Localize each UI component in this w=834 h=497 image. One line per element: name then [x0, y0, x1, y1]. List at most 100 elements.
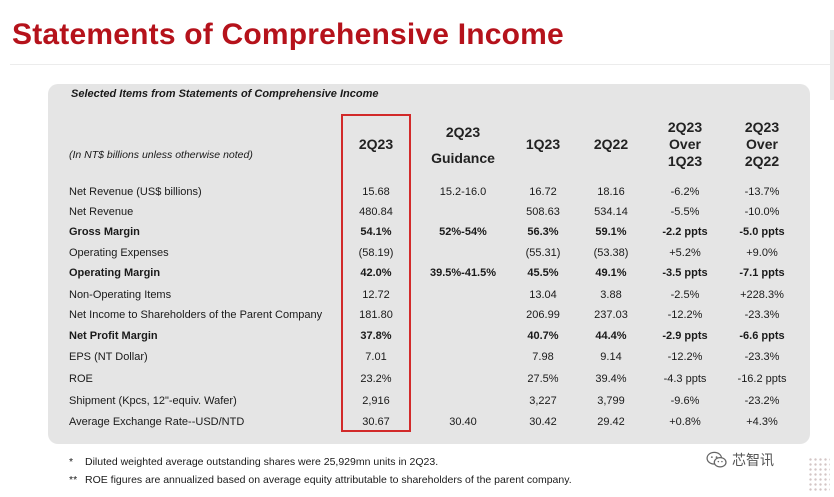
cell-over-2q22: -16.2 ppts	[737, 373, 787, 385]
cell-over-1q23: +0.8%	[669, 416, 701, 428]
header-over-1q23: 2Q23 Over 1Q23	[650, 119, 720, 170]
cell-over-2q22: -10.0%	[744, 206, 780, 218]
cell-over-1q23: +5.2%	[669, 247, 701, 259]
cell-over-1q23: -2.9 ppts	[662, 330, 708, 342]
wechat-icon	[706, 451, 727, 468]
header-1q23: 1Q23	[510, 136, 576, 153]
cell-2q23: 54.1%	[360, 226, 392, 238]
table-subtitle: Selected Items from Statements of Compre…	[71, 88, 379, 100]
corner-decoration	[808, 457, 830, 491]
table-row: Operating Margin 42.0% 39.5%-41.5% 45.5% 49.…	[0, 263, 834, 283]
page-title: Statements of Comprehensive Income	[12, 18, 564, 51]
header-2q22: 2Q22	[578, 136, 644, 153]
highlight-box-2q23	[341, 114, 411, 432]
table-row: Net Income to Shareholders of the Parent…	[0, 305, 834, 325]
cell-label: ROE	[69, 373, 93, 385]
table-row: Average Exchange Rate--USD/NTD 30.67 30.40…	[0, 412, 834, 432]
header-line: 2Q22	[744, 153, 780, 169]
cell-over-2q22: -23.2%	[744, 395, 780, 407]
cell-2q23: 2,916	[362, 395, 390, 407]
cell-over-1q23: -5.5%	[670, 206, 700, 218]
table-row: Net Revenue 480.84 508.63 534.14 -5.5% -10.0%	[0, 202, 834, 222]
footnote-mark: *	[69, 456, 74, 468]
cell-over-2q22: -7.1 ppts	[739, 267, 785, 279]
table-row: Net Revenue (US$ billions) 15.68 15.2-16.0…	[0, 182, 834, 202]
table-row: Net Profit Margin 37.8% 40.7% 44.4% -2.9 ppt…	[0, 326, 834, 346]
footnote-text: ROE figures are annualized based on aver…	[85, 474, 572, 486]
header-line: Over	[669, 136, 701, 152]
cell-label: Operating Margin	[69, 267, 161, 279]
cell-guidance: 30.40	[449, 416, 477, 428]
cell-over-1q23: -4.3 ppts	[663, 373, 707, 385]
cell-2q23: 37.8%	[360, 330, 392, 342]
edge-decoration	[830, 30, 834, 100]
cell-over-2q22: -23.3%	[744, 351, 780, 363]
header-line: Guidance	[431, 150, 495, 166]
header-line: 1Q23	[667, 153, 703, 169]
cell-2q22: 44.4%	[595, 330, 627, 342]
header-over-2q22: 2Q23 Over 2Q22	[727, 119, 797, 170]
footnote-mark: **	[69, 474, 78, 486]
cell-2q23: 181.80	[359, 309, 393, 321]
cell-guidance: 52%-54%	[439, 226, 487, 238]
table-row: Non-Operating Items 12.72 13.04 3.88 -2.5% +2…	[0, 285, 834, 305]
cell-1q23: 508.63	[526, 206, 560, 218]
cell-2q22: (53.38)	[593, 247, 629, 259]
cell-over-1q23: -3.5 ppts	[662, 267, 708, 279]
cell-over-2q22: -6.6 ppts	[739, 330, 785, 342]
cell-over-1q23: -2.2 ppts	[662, 226, 708, 238]
cell-guidance: 15.2-16.0	[439, 186, 487, 198]
watermark-text: 芯智讯	[732, 452, 774, 468]
cell-2q22: 3,799	[597, 395, 625, 407]
cell-over-2q22: +4.3%	[746, 416, 778, 428]
header-line: 2Q23	[667, 119, 703, 135]
cell-2q22: 534.14	[594, 206, 628, 218]
cell-2q22: 49.1%	[595, 267, 627, 279]
footnote-text: Diluted weighted average outstanding sha…	[85, 456, 439, 468]
table-row: Operating Expenses (58.19) (55.31) (53.38) +…	[0, 243, 834, 263]
cell-2q23: 30.67	[362, 416, 390, 428]
table-panel	[48, 84, 810, 444]
cell-1q23: 40.7%	[527, 330, 559, 342]
cell-2q23: 12.72	[362, 289, 390, 301]
unit-note: (In NT$ billions unless otherwise noted)	[69, 149, 253, 161]
table-row: Gross Margin 54.1% 52%-54% 56.3% 59.1% -2.2 p…	[0, 222, 834, 242]
cell-1q23: 45.5%	[527, 267, 559, 279]
cell-over-2q22: +228.3%	[740, 289, 784, 301]
cell-2q22: 9.14	[600, 351, 622, 363]
cell-1q23: 13.04	[529, 289, 557, 301]
cell-label: Net Income to Shareholders of the Parent…	[69, 309, 323, 321]
cell-guidance: 39.5%-41.5%	[429, 267, 497, 279]
cell-1q23: 3,227	[529, 395, 557, 407]
cell-over-1q23: -9.6%	[670, 395, 700, 407]
cell-2q22: 237.03	[594, 309, 628, 321]
cell-label: Net Profit Margin	[69, 330, 158, 342]
cell-2q22: 39.4%	[595, 373, 627, 385]
cell-label: Operating Expenses	[69, 247, 169, 259]
cell-over-2q22: -23.3%	[744, 309, 780, 321]
cell-label: Non-Operating Items	[69, 289, 172, 301]
table-row: Shipment (Kpcs, 12"-equiv. Wafer) 2,916 3,…	[0, 391, 834, 411]
cell-1q23: 206.99	[526, 309, 560, 321]
cell-over-2q22: +9.0%	[746, 247, 778, 259]
cell-2q22: 59.1%	[595, 226, 627, 238]
footnote-1: * Diluted weighted average outstanding sh…	[69, 456, 438, 468]
cell-1q23: 27.5%	[527, 373, 559, 385]
cell-over-1q23: -6.2%	[670, 186, 700, 198]
header-line: 2Q23	[358, 136, 394, 152]
table-row: EPS (NT Dollar) 7.01 7.98 9.14 -12.2% -23.3%	[0, 347, 834, 367]
cell-1q23: (55.31)	[525, 247, 561, 259]
cell-1q23: 30.42	[529, 416, 557, 428]
cell-2q22: 29.42	[597, 416, 625, 428]
header-line: 2Q23	[445, 124, 481, 140]
header-line: 2Q22	[593, 136, 629, 152]
header-line: 2Q23	[744, 119, 780, 135]
cell-over-1q23: -2.5%	[670, 289, 700, 301]
cell-2q23: (58.19)	[358, 247, 394, 259]
cell-1q23: 7.98	[532, 351, 554, 363]
cell-over-1q23: -12.2%	[667, 351, 703, 363]
header-2q23: 2Q23	[343, 136, 409, 153]
cell-label: EPS (NT Dollar)	[69, 351, 148, 363]
footnote-2: ** ROE figures are annualized based on av…	[69, 474, 572, 486]
cell-2q23: 7.01	[365, 351, 387, 363]
